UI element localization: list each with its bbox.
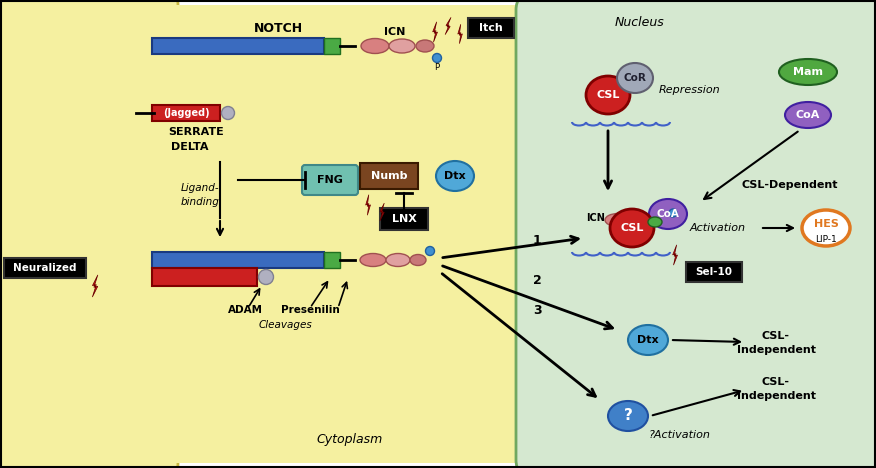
Text: ?: ? [624,409,632,424]
Bar [130,5,530,463]
Text: CoR: CoR [624,73,646,83]
Bar [324,38,340,54]
Text: Sel-10: Sel-10 [696,267,732,277]
Text: CoA: CoA [795,110,820,120]
Ellipse shape [608,401,648,431]
Text: CSL-Dependent: CSL-Dependent [742,180,838,190]
Ellipse shape [802,210,850,246]
Ellipse shape [628,325,668,355]
Text: Mam: Mam [793,67,823,77]
Text: ADAM: ADAM [228,305,263,315]
Ellipse shape [779,59,837,85]
Polygon shape [458,24,463,44]
Text: Itch: Itch [479,23,503,33]
Text: ?Activation: ?Activation [649,430,711,440]
Text: Independent: Independent [737,345,816,355]
Bar [152,38,324,54]
Text: 2: 2 [533,273,541,286]
Text: Cleavages: Cleavages [258,320,312,330]
Bar [324,252,340,268]
Text: Numb: Numb [371,171,407,181]
Text: CSL: CSL [620,223,644,233]
Bar [686,262,742,282]
Text: CSL-: CSL- [762,377,790,387]
Text: binding: binding [180,197,219,207]
Text: Independent: Independent [737,391,816,401]
Polygon shape [92,275,98,297]
Text: SERRATE: SERRATE [168,127,224,137]
Text: Activation: Activation [690,223,746,233]
Text: Cytoplasm: Cytoplasm [317,433,383,446]
Ellipse shape [410,255,426,265]
Text: Dtx: Dtx [637,335,659,345]
Text: Nucleus: Nucleus [615,15,665,29]
Ellipse shape [258,270,273,285]
Ellipse shape [648,217,662,227]
Text: DELTA: DELTA [171,142,208,152]
FancyBboxPatch shape [302,165,358,195]
Text: Dtx: Dtx [444,171,466,181]
Text: LIP-1: LIP-1 [816,235,837,244]
Text: CSL-: CSL- [762,331,790,341]
Ellipse shape [605,213,631,227]
Ellipse shape [389,39,415,53]
Ellipse shape [649,199,687,229]
Text: CoA: CoA [657,209,680,219]
Text: 1: 1 [533,234,541,247]
Ellipse shape [361,38,389,53]
Text: CSL: CSL [597,90,619,100]
Ellipse shape [386,254,410,266]
Text: ICN: ICN [385,27,406,37]
Ellipse shape [436,161,474,191]
Ellipse shape [360,254,386,266]
Ellipse shape [426,247,434,256]
Text: P: P [434,64,440,73]
Bar [152,105,220,121]
Text: (Jagged): (Jagged) [163,108,209,118]
Ellipse shape [669,209,677,217]
Text: NOTCH: NOTCH [253,22,302,35]
Text: Presenilin: Presenilin [280,305,339,315]
Ellipse shape [627,214,649,226]
Polygon shape [445,17,451,35]
Ellipse shape [416,40,434,52]
Ellipse shape [586,76,630,114]
Bar [360,163,418,189]
Bar [152,268,257,286]
Ellipse shape [617,63,653,93]
Text: Ligand-: Ligand- [180,183,219,193]
Ellipse shape [222,107,235,119]
Text: ICN: ICN [587,213,605,223]
Polygon shape [380,203,385,221]
Polygon shape [673,245,677,265]
Ellipse shape [785,102,831,128]
FancyBboxPatch shape [516,0,876,468]
Text: FNG: FNG [317,175,343,185]
Bar [152,252,324,268]
Text: LNX: LNX [392,214,416,224]
FancyBboxPatch shape [0,0,178,468]
Polygon shape [433,22,437,42]
Polygon shape [365,195,371,215]
Bar [380,208,428,230]
Ellipse shape [433,53,442,63]
Text: Repression: Repression [659,85,721,95]
Bar [468,18,514,38]
Ellipse shape [610,209,654,247]
Text: 3: 3 [533,304,541,316]
Text: HES: HES [814,219,838,229]
Bar [4,258,86,278]
Text: Neuralized: Neuralized [13,263,77,273]
